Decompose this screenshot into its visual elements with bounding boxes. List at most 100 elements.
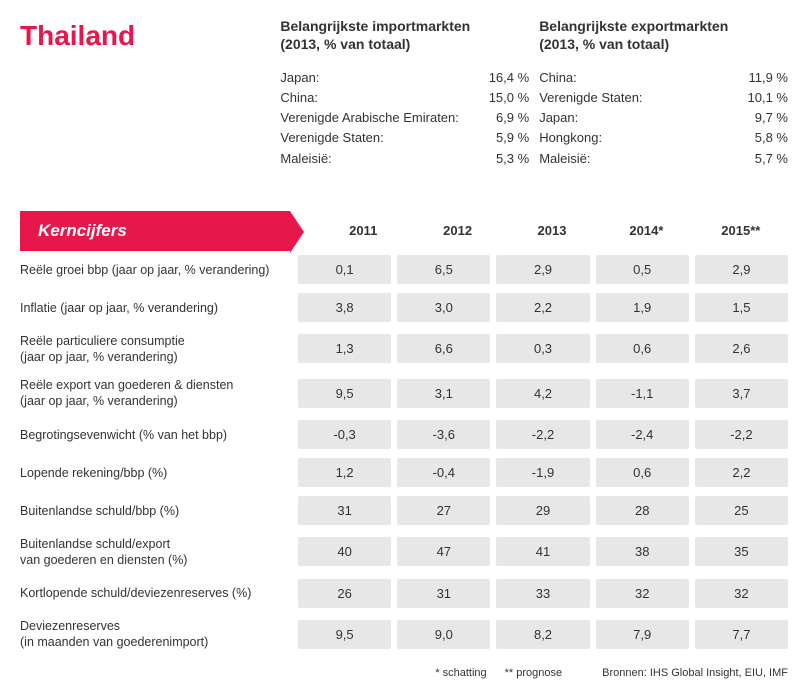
import-value: 16,4 % <box>489 68 529 88</box>
table-cell: 4,2 <box>496 379 589 408</box>
table-row: Begrotingsevenwicht (% van het bbp)-0,3-… <box>20 416 788 454</box>
export-value: 11,9 % <box>748 68 788 88</box>
import-markets-block: Belangrijkste importmarkten (2013, % van… <box>280 18 529 169</box>
table-cell: 3,7 <box>695 379 788 408</box>
exports-heading: Belangrijkste exportmarkten <box>539 18 788 34</box>
export-value: 5,7 % <box>755 149 788 169</box>
table-cell: 1,9 <box>596 293 689 322</box>
row-label: Deviezenreserves(in maanden van goederen… <box>20 612 290 657</box>
table-row: Lopende rekening/bbp (%)1,2-0,4-1,90,62,… <box>20 454 788 492</box>
table-cell: 3,1 <box>397 379 490 408</box>
footnote-estimate: * schatting <box>435 667 486 679</box>
table-cell: 0,1 <box>298 255 391 284</box>
key-figures-table: Kerncijfers 2011201220132014*2015** Reël… <box>20 211 788 657</box>
row-cells: 1,2-0,4-1,90,62,2 <box>290 458 788 487</box>
row-label: Reële export van goederen & diensten(jaa… <box>20 371 290 416</box>
table-cell: 27 <box>397 496 490 525</box>
table-cell: 9,5 <box>298 379 391 408</box>
table-cell: 2,2 <box>695 458 788 487</box>
footer-notes: * schatting ** prognose Bronnen: IHS Glo… <box>20 667 788 679</box>
table-cell: 6,5 <box>397 255 490 284</box>
table-row: Buitenlandse schuld/exportvan goederen e… <box>20 530 788 575</box>
row-cells: 2631333232 <box>290 579 788 608</box>
row-cells: 3127292825 <box>290 496 788 525</box>
row-cells: 4047413835 <box>290 537 788 566</box>
table-cell: -0,3 <box>298 420 391 449</box>
table-badge: Kerncijfers <box>20 211 290 251</box>
export-country: Hongkong: <box>539 128 602 148</box>
table-cell: 2,2 <box>496 293 589 322</box>
table-cell: 3,8 <box>298 293 391 322</box>
export-row: Hongkong:5,8 % <box>539 128 788 148</box>
import-country: Verenigde Arabische Emiraten: <box>280 108 459 128</box>
exports-subheading: (2013, % van totaal) <box>539 36 788 52</box>
export-markets-block: Belangrijkste exportmarkten (2013, % van… <box>539 18 788 169</box>
table-cell: 29 <box>496 496 589 525</box>
import-row: Japan: 16,4 % <box>280 68 529 88</box>
export-row: Maleisië:5,7 % <box>539 149 788 169</box>
table-cell: 32 <box>596 579 689 608</box>
table-cell: 35 <box>695 537 788 566</box>
table-row: Reële particuliere consumptie(jaar op ja… <box>20 327 788 372</box>
table-cell: 0,3 <box>496 334 589 363</box>
row-label: Inflatie (jaar op jaar, % verandering) <box>20 294 290 322</box>
table-year-header: 2013 <box>505 223 599 238</box>
table-row: Reële export van goederen & diensten(jaa… <box>20 371 788 416</box>
table-cell: -3,6 <box>397 420 490 449</box>
table-cell: 9,5 <box>298 620 391 649</box>
imports-list: Japan: 16,4 % China: 15,0 % Verenigde Arabis… <box>280 68 529 169</box>
table-cell: 2,9 <box>496 255 589 284</box>
row-cells: 9,53,14,2-1,13,7 <box>290 379 788 408</box>
table-cell: -2,4 <box>596 420 689 449</box>
row-label: Reële particuliere consumptie(jaar op ja… <box>20 327 290 372</box>
imports-heading: Belangrijkste importmarkten <box>280 18 529 34</box>
table-row: Deviezenreserves(in maanden van goederen… <box>20 612 788 657</box>
row-label: Kortlopende schuld/deviezenreserves (%) <box>20 579 290 607</box>
row-label: Begrotingsevenwicht (% van het bbp) <box>20 421 290 449</box>
import-country: Japan: <box>280 68 319 88</box>
table-cell: 7,9 <box>596 620 689 649</box>
table-cell: -0,4 <box>397 458 490 487</box>
table-cell: 1,2 <box>298 458 391 487</box>
export-country: China: <box>539 68 577 88</box>
table-year-header: 2015** <box>694 223 788 238</box>
page-title: Thailand <box>20 18 280 169</box>
table-cell: 32 <box>695 579 788 608</box>
import-value: 6,9 % <box>496 108 529 128</box>
table-cell: 31 <box>397 579 490 608</box>
table-year-header: 2011 <box>316 223 410 238</box>
table-row: Kortlopende schuld/deviezenreserves (%)2… <box>20 574 788 612</box>
table-row: Buitenlandse schuld/bbp (%)3127292825 <box>20 492 788 530</box>
row-label: Lopende rekening/bbp (%) <box>20 459 290 487</box>
footer-sources: Bronnen: IHS Global Insight, EIU, IMF <box>602 667 788 679</box>
table-cell: 33 <box>496 579 589 608</box>
row-cells: 0,16,52,90,52,9 <box>290 255 788 284</box>
table-cell: 31 <box>298 496 391 525</box>
table-body: Reële groei bbp (jaar op jaar, % verande… <box>20 251 788 657</box>
table-cell: 0,5 <box>596 255 689 284</box>
import-value: 15,0 % <box>489 88 529 108</box>
table-years: 2011201220132014*2015** <box>290 211 788 251</box>
import-value: 5,9 % <box>496 128 529 148</box>
table-year-header: 2014* <box>599 223 693 238</box>
row-label: Buitenlandse schuld/exportvan goederen e… <box>20 530 290 575</box>
table-cell: 40 <box>298 537 391 566</box>
table-cell: 7,7 <box>695 620 788 649</box>
table-cell: 28 <box>596 496 689 525</box>
table-row: Inflatie (jaar op jaar, % verandering) 3,… <box>20 289 788 327</box>
table-row: Reële groei bbp (jaar op jaar, % verande… <box>20 251 788 289</box>
export-row: China: 11,9 % <box>539 68 788 88</box>
import-country: China: <box>280 88 318 108</box>
row-cells: 1,36,60,30,62,6 <box>290 334 788 363</box>
table-cell: 6,6 <box>397 334 490 363</box>
table-cell: 38 <box>596 537 689 566</box>
table-cell: -2,2 <box>695 420 788 449</box>
import-value: 5,3 % <box>496 149 529 169</box>
import-country: Verenigde Staten: <box>280 128 383 148</box>
row-label: Reële groei bbp (jaar op jaar, % verande… <box>20 256 290 284</box>
import-row: Maleisië:5,3 % <box>280 149 529 169</box>
table-cell: 0,6 <box>596 458 689 487</box>
table-cell: 2,6 <box>695 334 788 363</box>
export-country: Verenigde Staten: <box>539 88 642 108</box>
table-cell: 8,2 <box>496 620 589 649</box>
